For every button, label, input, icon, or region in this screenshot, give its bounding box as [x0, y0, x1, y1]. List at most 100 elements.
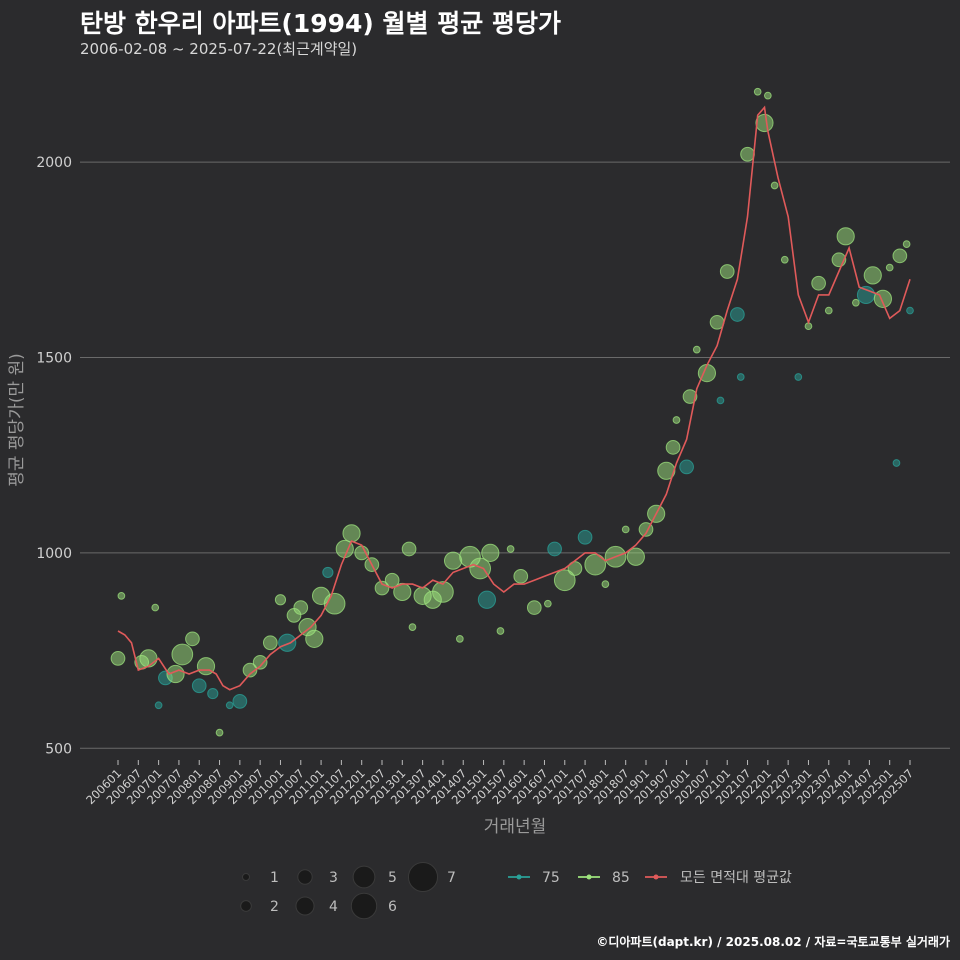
chart-subtitle: 2006-02-08 ~ 2025-07-22(최근계약일) [80, 40, 358, 58]
scatter-point-85 [342, 524, 361, 543]
scatter-point-85 [601, 580, 610, 588]
size-legend-marker [350, 892, 378, 920]
y-tick-label: 1500 [36, 350, 72, 366]
y-axis-title: 평균 평당가(만 원) [7, 353, 27, 487]
series-legend-label: 모든 면적대 평균값 [680, 870, 792, 886]
scatter-point-85 [526, 600, 542, 615]
scatter-point-85 [305, 629, 324, 648]
chart-title: 탄방 한우리 아파트(1994) 월별 평균 평당가 [80, 9, 561, 38]
series-legend-label: 75 [542, 870, 560, 886]
scatter-point-85 [252, 654, 268, 670]
scatter-point-75 [716, 396, 725, 405]
scatter-point-75 [577, 529, 593, 545]
size-legend-label: 2 [270, 899, 279, 915]
scatter-point-85 [384, 572, 400, 588]
scatter-point-85 [553, 569, 576, 592]
scatter-point-85 [873, 289, 893, 308]
scatter-point-85 [293, 600, 309, 615]
size-legend-marker [352, 865, 376, 889]
scatter-point-85 [443, 551, 463, 570]
scatter-point-75 [736, 373, 745, 381]
scatter-layer [110, 87, 914, 737]
scatter-point-85 [110, 651, 126, 666]
size-legend-marker [240, 900, 252, 912]
scatter-point-85 [401, 541, 417, 557]
scatter-point-85 [274, 594, 287, 606]
series-legend-dot [516, 874, 522, 880]
scatter-point-85 [185, 631, 200, 647]
scatter-point-85 [584, 553, 607, 576]
scatter-point-85 [117, 592, 126, 600]
scatter-point-85 [763, 91, 772, 100]
scatter-point-85 [811, 275, 826, 291]
scatter-point-85 [215, 728, 224, 737]
scatter-point-85 [824, 306, 833, 315]
scatter-point-85 [770, 181, 779, 190]
scatter-point-85 [851, 298, 860, 307]
scatter-point-75 [679, 459, 694, 475]
scatter-point-85 [753, 87, 762, 96]
scatter-point-75 [207, 687, 219, 700]
scatter-point-85 [543, 599, 552, 608]
scatter-point-85 [665, 440, 681, 455]
scatter-point-85 [408, 623, 417, 631]
size-legend-label: 1 [270, 870, 279, 886]
scatter-point-75 [730, 307, 745, 322]
scatter-point-75 [232, 694, 248, 709]
average-line [117, 105, 911, 691]
scatter-point-85 [836, 227, 855, 246]
scatter-point-85 [513, 568, 529, 584]
series-legend-dot [586, 874, 592, 880]
scatter-point-85 [171, 643, 194, 666]
scatter-point-85 [139, 649, 158, 668]
scatter-point-75 [794, 373, 803, 381]
series-legend-dot [653, 874, 659, 880]
series-legend-label: 85 [612, 870, 630, 886]
scatter-point-85 [151, 603, 160, 612]
scatter-point-75 [906, 306, 914, 315]
scatter-point-85 [902, 240, 911, 248]
scatter-point-75 [477, 590, 497, 609]
scatter-point-85 [621, 525, 630, 534]
scatter-point-85 [496, 627, 505, 635]
scatter-point-85 [506, 545, 515, 553]
scatter-point-85 [657, 461, 676, 480]
scatter-point-85 [755, 113, 774, 133]
scatter-point-85 [885, 263, 894, 272]
size-legend-marker [407, 861, 439, 893]
scatter-point-85 [682, 389, 698, 404]
size-legend-label: 7 [447, 870, 456, 886]
scatter-point-85 [672, 416, 681, 424]
size-legend-marker [295, 896, 315, 916]
scatter-point-85 [692, 345, 701, 354]
scatter-point-75 [225, 701, 234, 710]
size-legend-label: 5 [388, 870, 397, 886]
scatter-point-85 [892, 248, 908, 264]
source-credit: ©디아파트(dapt.kr) / 2025.08.02 / 자료=국토교통부 실… [596, 935, 950, 949]
scatter-point-85 [719, 264, 735, 279]
x-axis-title: 거래년월 [484, 817, 547, 837]
scatter-point-85 [780, 255, 789, 264]
scatter-point-75 [191, 678, 207, 694]
scatter-point-75 [892, 459, 901, 467]
scatter-point-85 [469, 557, 492, 580]
scatter-point-85 [863, 266, 882, 285]
y-tick-label: 500 [45, 741, 72, 757]
scatter-point-75 [322, 566, 334, 579]
scatter-point-85 [455, 635, 464, 643]
scatter-point-75 [278, 633, 297, 652]
scatter-point-85 [740, 146, 755, 162]
scatter-point-85 [262, 635, 278, 651]
size-legend-label: 3 [329, 870, 338, 886]
y-tick-label: 1000 [36, 546, 72, 562]
y-tick-label: 2000 [36, 155, 72, 171]
size-legend-marker [241, 872, 251, 882]
scatter-point-85 [481, 543, 500, 562]
scatter-point-85 [626, 547, 645, 566]
scatter-point-85 [242, 662, 258, 678]
scatter-point-75 [547, 541, 562, 557]
size-legend-label: 6 [388, 899, 397, 915]
scatter-point-85 [432, 581, 454, 603]
size-legend-marker [297, 869, 313, 885]
